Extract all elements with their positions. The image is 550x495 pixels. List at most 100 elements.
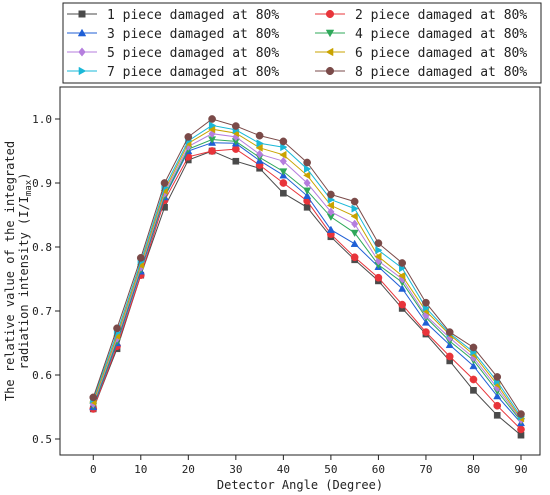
data-point: [279, 156, 287, 166]
data-point: [280, 189, 287, 197]
data-point: [303, 178, 311, 188]
x-tick-label: 0: [90, 463, 97, 476]
legend-label: 6 piece damaged at 80%: [355, 46, 527, 61]
data-point: [398, 284, 407, 292]
data-point: [303, 204, 311, 211]
x-tick-label: 70: [419, 463, 432, 476]
data-point: [445, 328, 454, 336]
legend-label: 2 piece damaged at 80%: [355, 8, 527, 23]
data-point: [469, 343, 478, 352]
data-point: [231, 122, 240, 130]
legend-label: 3 piece damaged at 80%: [107, 27, 279, 42]
legend-label: 7 piece damaged at 80%: [107, 65, 279, 80]
axes: 0 10 20 30 40 50 60 70 80 90 0.5 0.6 0.7 0.8 0.9 1.0: [32, 113, 527, 476]
y-axis-title-line2: radiation intensity (I/Imax): [17, 173, 34, 370]
data-point: [113, 324, 121, 333]
y-axis-title-sub: max: [24, 179, 34, 196]
data-point: [422, 298, 430, 307]
legend-item: 6 piece damaged at 80%: [315, 46, 527, 61]
legend-box: [62, 2, 542, 84]
data-point: [398, 259, 407, 267]
data-point: [184, 133, 193, 141]
legend-marker: [78, 66, 87, 76]
legend-marker: [325, 29, 335, 38]
data-point: [398, 271, 406, 280]
x-tick-label: 30: [229, 463, 242, 476]
data-point: [421, 318, 430, 326]
legend-marker: [78, 47, 86, 57]
y-axis-title-main: radiation intensity (I/I: [17, 196, 31, 369]
data-point: [255, 131, 264, 140]
data-point: [303, 187, 312, 195]
data-point: [160, 179, 169, 187]
data-point: [350, 239, 359, 247]
data-point: [422, 328, 430, 336]
data-point: [351, 204, 359, 213]
data-point: [469, 375, 478, 384]
data-point: [351, 219, 359, 229]
data-point: [350, 212, 358, 221]
data-point: [279, 179, 288, 187]
data-point: [326, 201, 335, 210]
data-point: [326, 225, 335, 233]
legend-marker: [325, 9, 335, 19]
x-axis-title: Detector Angle (Degree): [217, 478, 383, 492]
legend-label: 1 piece damaged at 80%: [107, 8, 279, 23]
legend: 1 piece damaged at 80% 2 piece damaged at…: [62, 2, 542, 84]
legend-item: 3 piece damaged at 80%: [67, 27, 279, 42]
legend-label: 8 piece damaged at 80%: [355, 65, 527, 80]
data-point: [208, 115, 216, 123]
series-layer: [89, 115, 526, 439]
data-point: [303, 191, 312, 199]
data-point: [208, 147, 216, 155]
data-point: [279, 168, 288, 176]
legend-label: 5 piece damaged at 80%: [107, 46, 279, 61]
legend-item: 1 piece damaged at 80%: [67, 8, 279, 23]
data-point: [493, 401, 502, 410]
x-tick-label: 60: [372, 463, 385, 476]
legend-marker: [77, 28, 87, 37]
data-point: [350, 253, 359, 262]
x-tick-label: 10: [134, 463, 147, 476]
x-tick-label: 40: [277, 463, 290, 476]
series-7: [90, 121, 526, 421]
legend-item: 8 piece damaged at 80%: [315, 65, 527, 80]
data-point: [517, 410, 525, 418]
x-tick-label: 80: [467, 463, 480, 476]
legend-label: 4 piece damaged at 80%: [355, 27, 527, 42]
data-point: [255, 143, 263, 152]
legend-item: 5 piece damaged at 80%: [67, 46, 279, 61]
data-point: [398, 300, 407, 309]
y-axis-title-line1: The relative value of the integrated: [3, 141, 17, 401]
y-tick-label: 1.0: [32, 113, 52, 126]
x-tick-label: 50: [324, 463, 337, 476]
data-point: [493, 392, 502, 400]
data-point: [517, 425, 525, 434]
series-8: [89, 115, 525, 418]
data-point: [374, 273, 383, 282]
data-point: [89, 393, 98, 402]
x-tick-label: 20: [182, 463, 195, 476]
legend-marker: [325, 66, 335, 76]
legend-item: 4 piece damaged at 80%: [315, 27, 527, 42]
x-tick-label: 90: [514, 463, 527, 476]
data-point: [256, 139, 264, 148]
data-point: [470, 387, 477, 394]
y-axis-title-close: ): [17, 173, 31, 180]
data-point: [208, 121, 217, 130]
data-point: [327, 207, 335, 217]
legend-item: 2 piece damaged at 80%: [315, 8, 527, 23]
data-point: [280, 143, 288, 152]
y-tick-label: 0.9: [32, 177, 52, 190]
data-point: [350, 229, 359, 238]
y-axis-title: The relative value of the integrated rad…: [3, 141, 34, 401]
series-line: [92, 128, 522, 419]
y-tick-label: 0.5: [32, 433, 52, 446]
data-point: [493, 373, 502, 381]
data-point: [303, 158, 311, 167]
legend-marker: [325, 47, 334, 57]
data-point: [374, 252, 382, 261]
data-point: [279, 137, 288, 146]
legend-marker: [78, 10, 86, 18]
